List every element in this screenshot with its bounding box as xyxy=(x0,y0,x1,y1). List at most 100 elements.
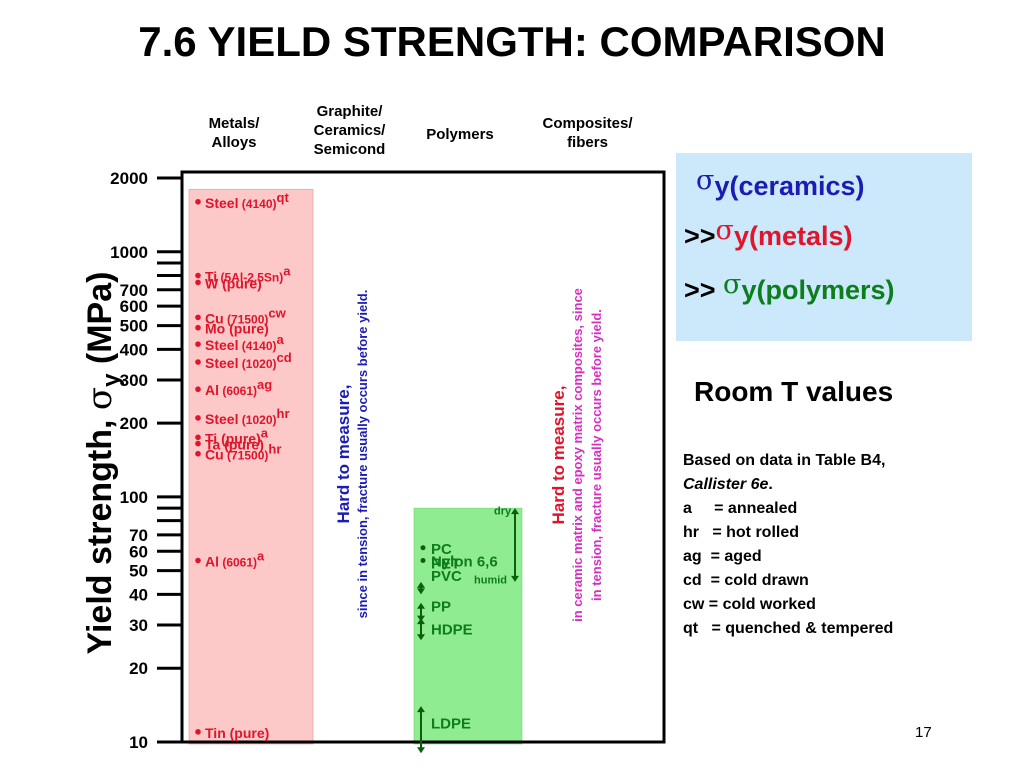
metal-name: Al xyxy=(205,554,219,570)
comparison-line-polymers: >> σy(polymers) xyxy=(684,269,895,306)
polymer-point xyxy=(420,545,426,551)
sigma-symbol: σ xyxy=(696,165,715,196)
note-aged: ag = aged xyxy=(683,548,762,565)
metal-point xyxy=(195,450,201,457)
y-axis-subscript: y xyxy=(98,373,125,387)
metal-point xyxy=(195,341,201,347)
metal-name: Tin (pure) xyxy=(205,725,269,741)
polymer-label: PET xyxy=(431,555,460,572)
metal-point xyxy=(195,729,201,735)
y-tick-label: 200 xyxy=(120,414,148,433)
metal-condition: (4140) xyxy=(238,197,276,211)
metals-range-band xyxy=(188,188,314,745)
y-tick-label: 50 xyxy=(129,562,148,581)
polymers-range-band xyxy=(413,507,523,745)
metal-name: Steel xyxy=(205,411,238,427)
polymer-range-arrow-down xyxy=(417,747,425,754)
metal-point xyxy=(195,279,201,286)
y-tick-label: 500 xyxy=(120,317,148,336)
metal-point xyxy=(195,386,201,393)
y-tick-label: 40 xyxy=(129,585,148,604)
composites-note: Hard to measure, in ceramic matrix and e… xyxy=(549,215,611,695)
metal-label: Steel (1020)hr xyxy=(205,406,290,427)
metal-label: Steel (4140)a xyxy=(205,332,285,353)
gt-prefix: >> xyxy=(684,221,716,251)
metal-label: Tin (pure) xyxy=(205,725,269,741)
metal-label: Ti (5Al-2.5Sn)a xyxy=(205,264,291,285)
y-tick-label: 400 xyxy=(120,340,148,359)
polymer-range-arrow-up xyxy=(417,618,425,625)
comparison-line-ceramics: σy(ceramics) xyxy=(696,165,865,202)
polymer-point xyxy=(420,558,426,564)
metal-condition: (1020) xyxy=(238,357,276,371)
gt-prefix: >> xyxy=(684,275,724,305)
y-tick-label: 100 xyxy=(120,488,148,507)
polymer-range-arrow-up xyxy=(417,706,425,713)
y-tick-label: 300 xyxy=(120,371,148,390)
note-annealed: a = annealed xyxy=(683,500,798,517)
metal-condition: (6061) xyxy=(219,556,257,570)
polymers-text: y(polymers) xyxy=(741,275,895,305)
metal-name: W (pure) xyxy=(205,275,262,291)
metal-condition: (4140) xyxy=(238,339,276,353)
metal-label: Al (6061)a xyxy=(205,549,265,570)
metal-treatment: qt xyxy=(277,190,290,205)
room-t-label: Room T values xyxy=(694,376,894,407)
metal-treatment: a xyxy=(277,332,285,347)
y-tick-label: 1000 xyxy=(110,243,148,262)
composites-note-body2: in tension, fracture usually occurs befo… xyxy=(589,309,604,601)
metal-label: W (pure) xyxy=(205,275,262,291)
note-cold-worked: cw = cold worked xyxy=(683,596,816,613)
metal-label: Steel (1020)cd xyxy=(205,350,292,371)
plot-frame xyxy=(180,170,666,744)
polymer-label: PC xyxy=(431,541,452,558)
page-title: 7.6 YIELD STRENGTH: COMPARISON xyxy=(138,18,886,65)
y-tick-label: 30 xyxy=(129,616,148,635)
metal-point xyxy=(195,324,201,331)
note-hot-rolled: hr = hot rolled xyxy=(683,524,800,541)
metal-label: Al (6061)ag xyxy=(205,377,272,398)
metal-name: Cu xyxy=(205,310,224,326)
notes-book-title: Callister 6e xyxy=(683,476,769,493)
metal-point xyxy=(195,198,201,205)
metal-point xyxy=(195,434,201,441)
polymer-range-arrow-up xyxy=(511,508,519,515)
polymer-label: HDPE xyxy=(431,622,473,639)
notes-book: Callister 6e. xyxy=(683,473,893,497)
metal-name: Cu xyxy=(205,447,224,463)
metal-point xyxy=(195,359,201,365)
y-tick-label: 2000 xyxy=(110,169,148,188)
composites-note-title: Hard to measure, xyxy=(549,385,568,525)
sigma-symbol: σ xyxy=(723,269,742,300)
comparison-box: σy(ceramics) >>σy(metals) >> σy(polymers… xyxy=(676,153,972,341)
metal-name: Ta (pure) xyxy=(205,437,264,453)
legend-notes: Based on data in Table B4, Callister 6e.… xyxy=(683,449,893,641)
metal-treatment: a xyxy=(283,264,291,279)
composites-header: Composites/ fibers xyxy=(542,115,633,151)
y-tick-label: 10 xyxy=(129,733,148,752)
metal-treatment: ag xyxy=(257,377,272,392)
y-axis-title-text: Yield strength, xyxy=(81,410,119,655)
humid-annotation: humid xyxy=(474,575,507,587)
metal-name: Steel xyxy=(205,195,238,211)
ceramics-note: Hard to measure, since in tension, fract… xyxy=(334,214,378,694)
metal-treatment: a xyxy=(257,549,265,564)
polymer-range-arrow-down xyxy=(417,634,425,641)
dry-annotation: dry xyxy=(494,506,512,518)
polymer-label: LDPE xyxy=(431,716,471,733)
metal-label: Cu (71500)hr xyxy=(205,442,281,463)
polymer-range-arrow-down xyxy=(511,575,519,582)
metals-text: y(metals) xyxy=(733,221,853,251)
y-axis-unit: (MPa) xyxy=(81,271,119,374)
metal-point xyxy=(195,314,201,321)
polymer-label: Nylon 6,6 xyxy=(431,554,498,571)
polymer-range-arrow-down xyxy=(417,588,425,595)
comparison-line-metals: >>σy(metals) xyxy=(684,215,853,252)
page-number: 17 xyxy=(915,724,932,741)
ceramics-text: y(ceramics) xyxy=(714,171,865,201)
metal-label: Ta (pure) xyxy=(205,437,264,453)
metal-treatment: hr xyxy=(268,442,281,457)
y-axis-title: Yield strength, σy (MPa) xyxy=(77,238,125,688)
metal-name: Steel xyxy=(205,337,238,353)
